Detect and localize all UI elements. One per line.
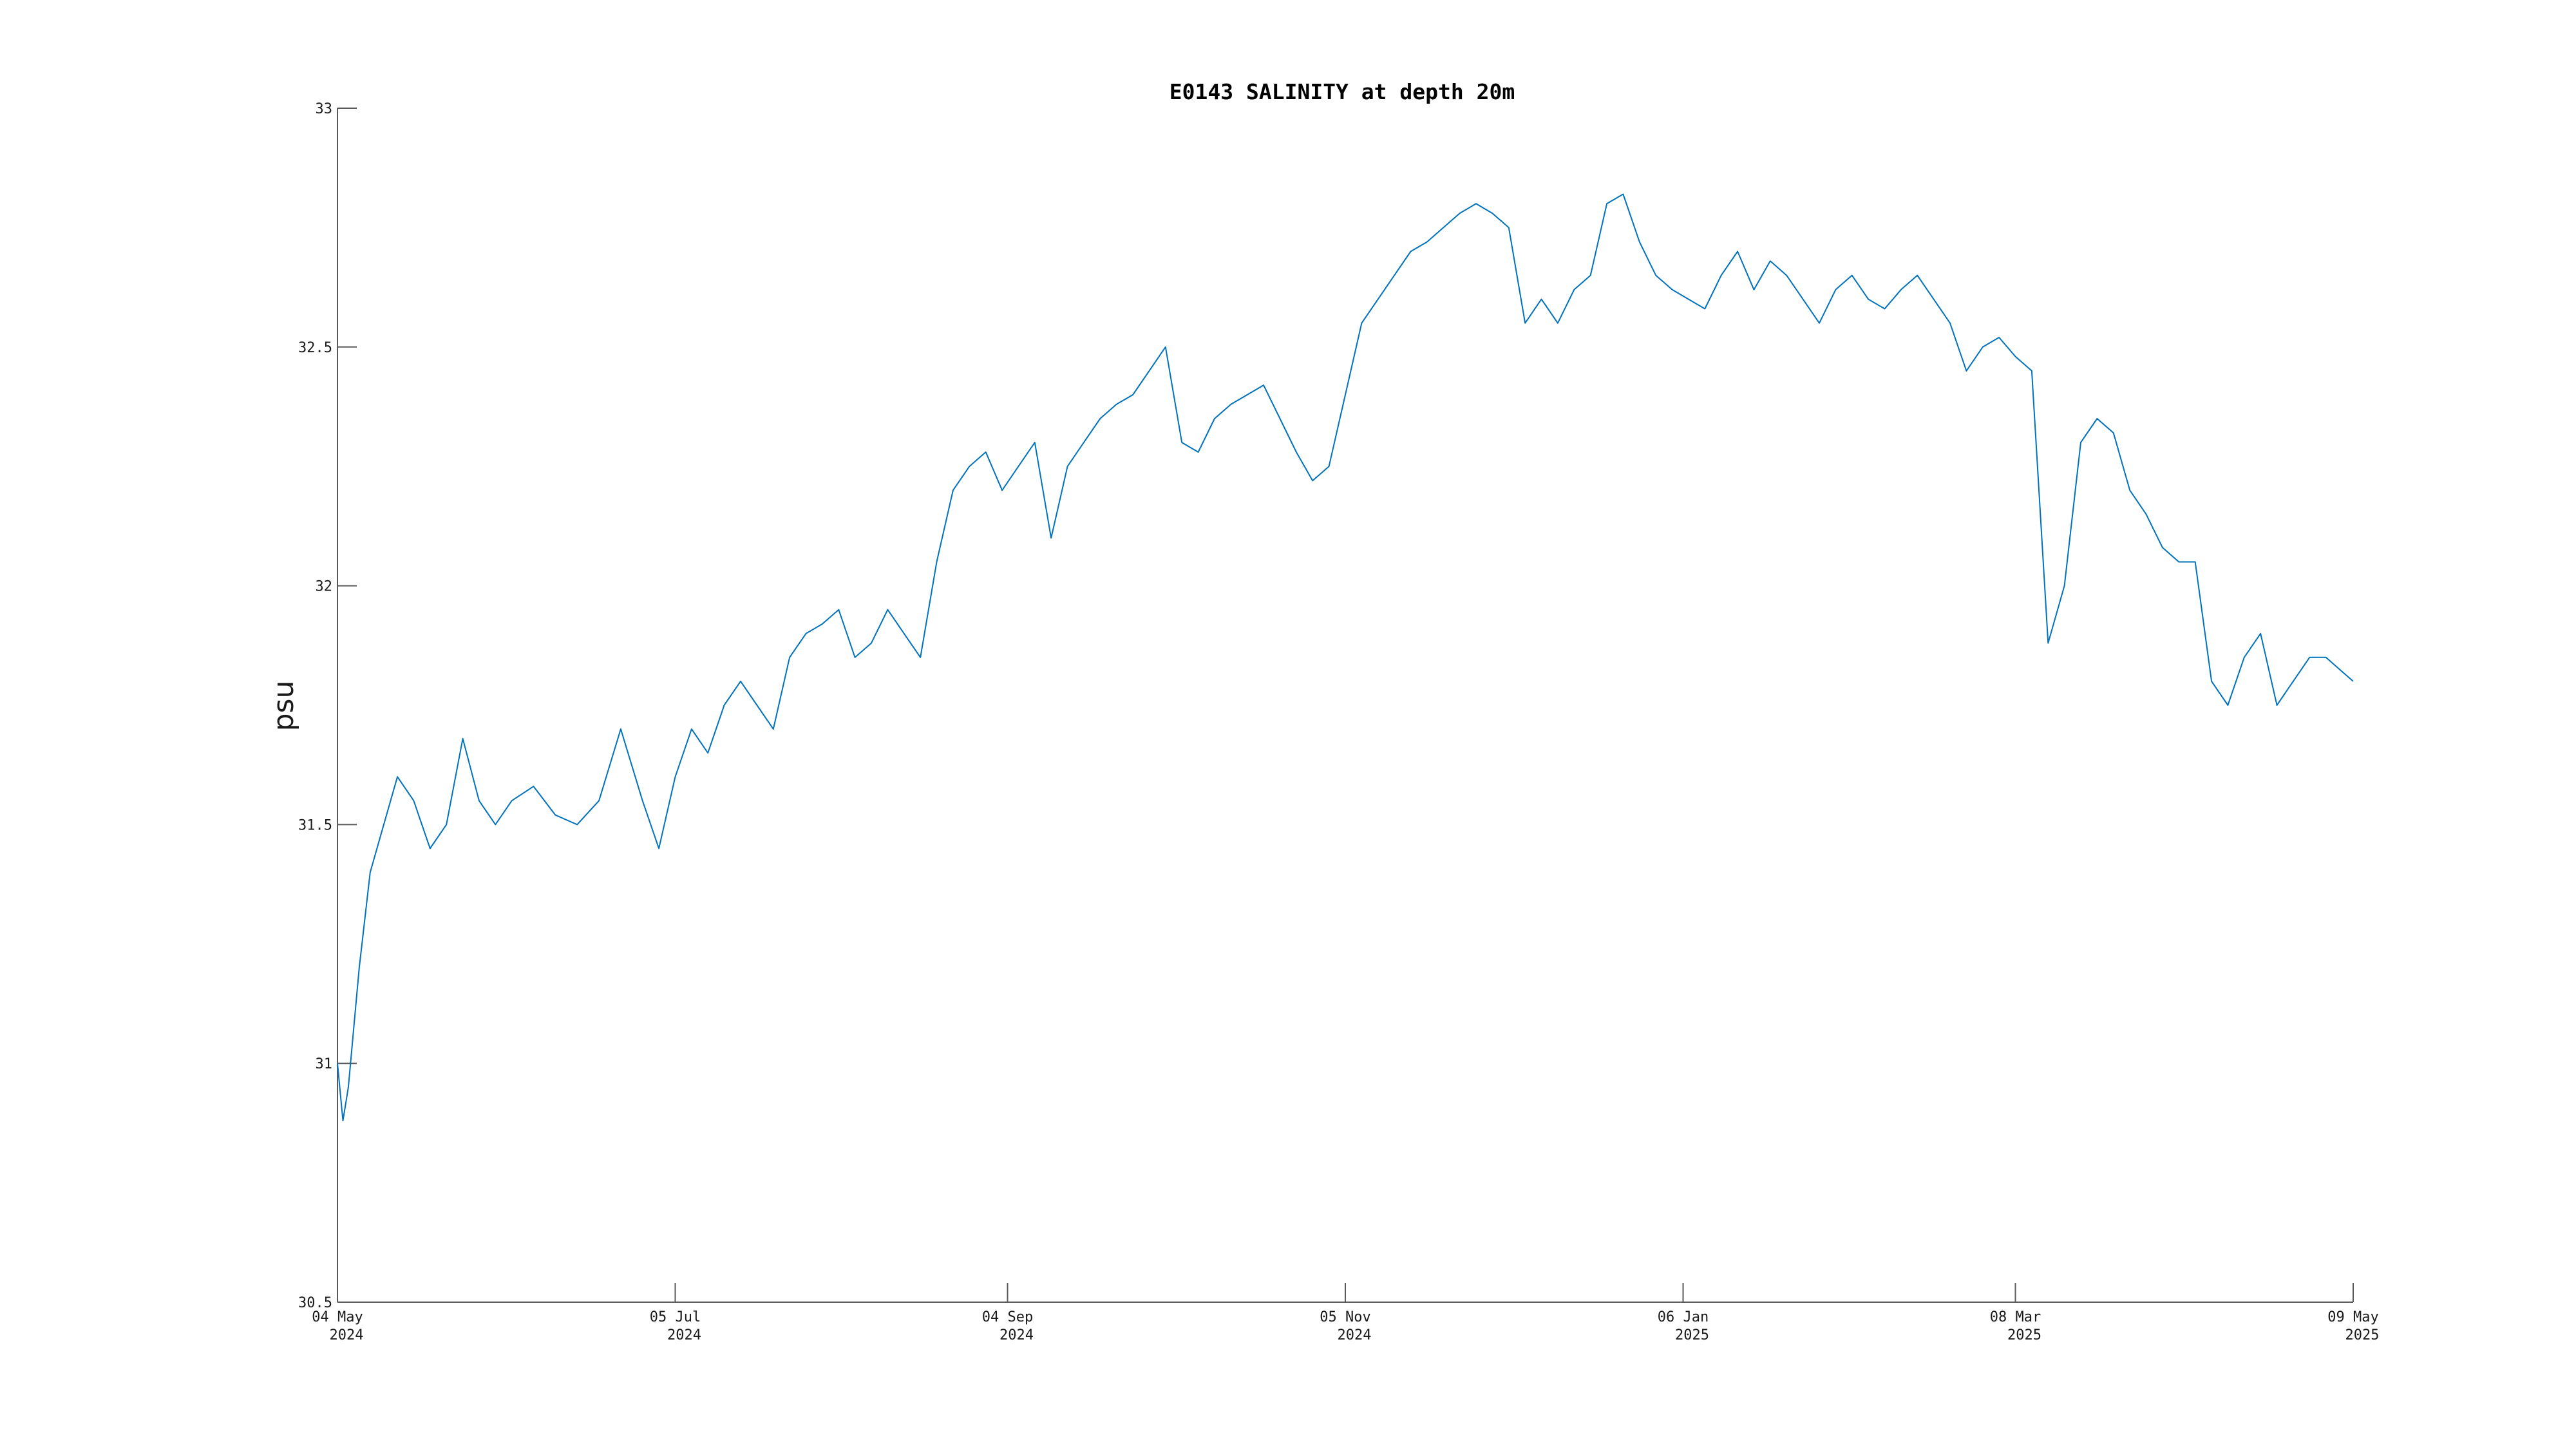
y-axis-label: psu — [267, 681, 300, 732]
chart-title: E0143 SALINITY at depth 20m — [1170, 79, 1515, 104]
x-tick-label: 05 Jul — [650, 1309, 701, 1325]
y-tick-label: 31.5 — [298, 817, 332, 833]
x-tick-label: 06 Jan — [1658, 1309, 1709, 1325]
x-tick-label: 09 May — [2327, 1309, 2378, 1325]
y-tick-label: 32 — [316, 579, 333, 595]
x-tick-year-label: 2025 — [1675, 1327, 1709, 1343]
x-tick-label: 05 Nov — [1320, 1309, 1370, 1325]
salinity-series-line — [337, 193, 2354, 1122]
x-tick-year-label: 2024 — [330, 1327, 364, 1343]
y-ticks: 30.5 31 31.5 32 32.5 33 — [298, 101, 357, 1311]
x-tick-year-label: 2024 — [1338, 1327, 1372, 1343]
x-ticks: 04 May 2024 05 Jul 2024 04 Sep 2024 05 Nov 2024… — [312, 1283, 2379, 1343]
x-tick-year-label: 2025 — [2345, 1327, 2380, 1343]
x-tick-label: 04 Sep — [982, 1309, 1033, 1325]
y-tick-label: 30.5 — [298, 1295, 332, 1311]
x-tick-year-label: 2025 — [2007, 1327, 2041, 1343]
y-tick-label: 33 — [316, 101, 333, 117]
x-tick-year-label: 2024 — [999, 1327, 1034, 1343]
axes — [337, 108, 2353, 1303]
y-tick-label: 32.5 — [298, 340, 332, 356]
x-tick-label: 04 May — [312, 1309, 363, 1325]
series-group — [337, 193, 2354, 1122]
x-tick-label: 08 Mar — [1990, 1309, 2041, 1325]
y-tick-label: 31 — [316, 1056, 333, 1072]
x-tick-year-label: 2024 — [667, 1327, 701, 1343]
